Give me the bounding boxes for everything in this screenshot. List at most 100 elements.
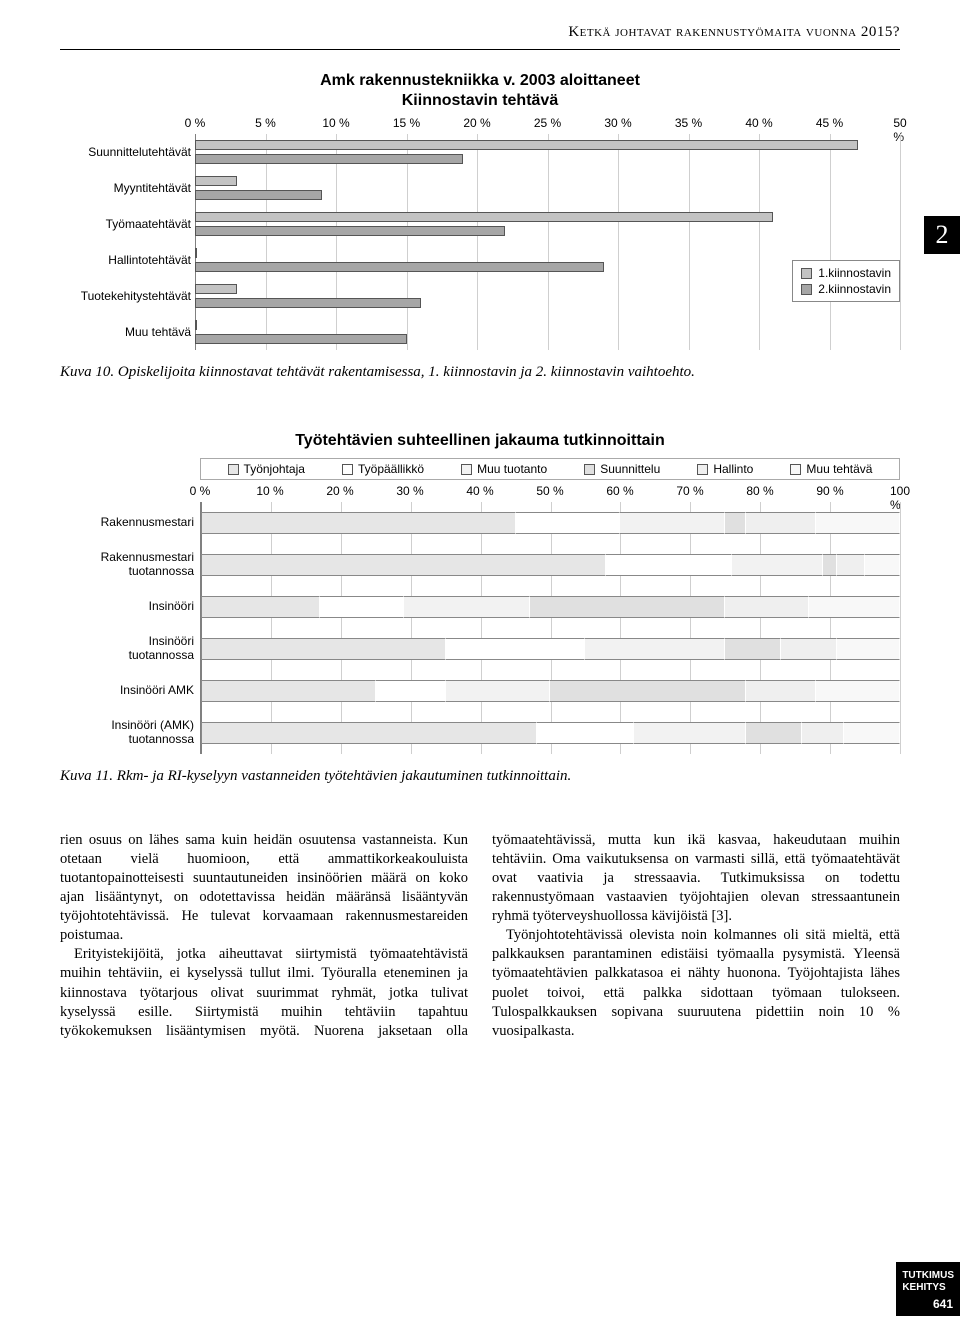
chart2-segment	[746, 512, 816, 534]
chart1-legend-item: 2.kiinnostavin	[801, 281, 891, 297]
chart1-xtick: 10 %	[322, 116, 349, 130]
chart2-segment	[816, 680, 900, 702]
figure11-caption: Kuva 11. Rkm- ja RI-kyselyyn vastanneide…	[60, 766, 900, 786]
chart2-xtick: 20 %	[326, 484, 353, 498]
chart2-segment	[802, 722, 844, 744]
chart2-bar	[201, 512, 900, 534]
chart1: Amk rakennustekniikka v. 2003 aloittanee…	[60, 72, 900, 350]
chart2-segment	[537, 722, 635, 744]
chart1-category-label: Hallintotehtävät	[108, 253, 191, 267]
legend-label: Työnjohtaja	[244, 462, 305, 476]
chart2-legend-item: Suunnittelu	[584, 462, 660, 476]
chart2-xtick: 30 %	[396, 484, 423, 498]
chapter-badge: 2	[924, 216, 960, 254]
body-p3: Työnjohtotehtävissä olevista noin kolman…	[492, 926, 900, 1041]
chart2-xtick: 0 %	[190, 484, 211, 498]
legend-label: Muu tuotanto	[477, 462, 547, 476]
chart2-xtick: 90 %	[816, 484, 843, 498]
legend-label: Työpäällikkö	[358, 462, 424, 476]
chart2-xtick: 50 %	[536, 484, 563, 498]
legend-swatch	[584, 464, 595, 475]
chart2-bar	[201, 596, 900, 618]
chart2-segment	[620, 512, 725, 534]
chart2-segment	[809, 596, 900, 618]
chart1-category-label: Muu tehtävä	[125, 325, 191, 339]
chart2-xtick: 60 %	[606, 484, 633, 498]
legend-label: Hallinto	[713, 462, 753, 476]
chart1-legend-item: 1.kiinnostavin	[801, 265, 891, 281]
chart2-xtick: 70 %	[676, 484, 703, 498]
chart2-segment	[376, 680, 446, 702]
chart2-segment	[201, 512, 516, 534]
figure10-caption: Kuva 10. Opiskelijoita kiinnostavat teht…	[60, 362, 900, 382]
header-rule	[60, 49, 900, 50]
chart2-bar	[201, 680, 900, 702]
chart2-category-label: Rakennusmestari tuotannossa	[101, 551, 194, 579]
chart2-segment	[837, 554, 865, 576]
chart2-segment	[446, 638, 586, 660]
chart1-xtick: 40 %	[745, 116, 772, 130]
chart2-legend-item: Muu tehtävä	[790, 462, 872, 476]
side-tab: TUTKIMUS KEHITYS 641	[896, 1262, 960, 1316]
chart2-segment	[585, 638, 725, 660]
chart2-segment	[201, 722, 537, 744]
chart2-xtick: 40 %	[466, 484, 493, 498]
chart2-segment	[550, 680, 746, 702]
chart2-bar	[201, 554, 900, 576]
chart2-legend-item: Työpäällikkö	[342, 462, 424, 476]
page-number: 641	[933, 1297, 953, 1311]
chart1-bar	[195, 140, 858, 150]
chart1-bar	[195, 176, 237, 186]
chart2-segment	[781, 638, 837, 660]
chart1-bar	[195, 320, 197, 330]
chart2-legend: Työnjohtaja Työpäällikkö Muu tuotanto Suunn…	[200, 458, 900, 480]
chart1-xtick: 45 %	[816, 116, 843, 130]
legend-swatch	[801, 284, 812, 295]
chart2-segment	[823, 554, 837, 576]
chart1-xtick: 20 %	[463, 116, 490, 130]
chart1-xtick: 5 %	[255, 116, 276, 130]
chart1-category-label: Tuotekehitystehtävät	[81, 289, 191, 303]
side-tab-line1: TUTKIMUS	[902, 1270, 954, 1282]
chart2-segment	[837, 638, 900, 660]
chart2-segment	[844, 722, 900, 744]
chart2-segment	[865, 554, 900, 576]
chart2-segment	[725, 512, 746, 534]
chart1-category-label: Työmaatehtävät	[106, 217, 191, 231]
chart1-title-line1: Amk rakennustekniikka v. 2003 aloittanee…	[60, 72, 900, 90]
chart1-bar	[195, 212, 773, 222]
chart1-bar	[195, 226, 505, 236]
chart1-bar	[195, 190, 322, 200]
chart1-bar	[195, 154, 463, 164]
page-header: Ketkä johtavat rakennustyömaita vuonna 2…	[60, 24, 900, 41]
chart1-xtick: 25 %	[534, 116, 561, 130]
chart2-legend-item: Hallinto	[697, 462, 753, 476]
chart2-segment	[606, 554, 732, 576]
chart2-title: Työtehtävien suhteellinen jakauma tutkin…	[60, 432, 900, 450]
chart2-segment	[530, 596, 726, 618]
chart1-title-line2: Kiinnostavin tehtävä	[60, 92, 900, 110]
chart1-xtick: 0 %	[185, 116, 206, 130]
legend-label: Muu tehtävä	[806, 462, 872, 476]
legend-swatch	[801, 268, 812, 279]
chart2-segment	[746, 680, 816, 702]
chart1-bar	[195, 334, 407, 344]
chart1-category-label: Myyntitehtävät	[114, 181, 191, 195]
chart2-segment	[725, 596, 809, 618]
chart2-segment	[201, 680, 376, 702]
chart2-xtick: 80 %	[746, 484, 773, 498]
chart2-segment	[201, 638, 446, 660]
chart2-segment	[725, 638, 781, 660]
chart2-legend-item: Muu tuotanto	[461, 462, 547, 476]
chart2-segment	[732, 554, 823, 576]
chart2-xtick: 10 %	[256, 484, 283, 498]
chart1-bar	[195, 284, 237, 294]
chart1-xtick: 35 %	[675, 116, 702, 130]
chart1-bar	[195, 298, 421, 308]
side-tab-line2: KEHITYS	[902, 1282, 954, 1294]
chart1-bar	[195, 248, 197, 258]
chart1-category-label: Suunnittelutehtävät	[88, 145, 191, 159]
legend-label: 1.kiinnostavin	[818, 266, 891, 280]
chart2-segment	[404, 596, 530, 618]
legend-swatch	[342, 464, 353, 475]
